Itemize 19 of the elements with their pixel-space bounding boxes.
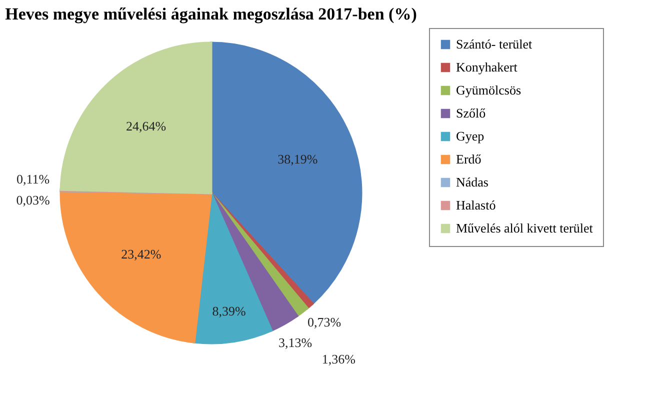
data-label: 0,73% — [308, 314, 342, 330]
legend-label: Nádas — [456, 174, 488, 190]
chart-title: Heves megye művelési ágainak megoszlása 2017-ben (%) — [5, 4, 417, 24]
legend-label: Erdő — [456, 152, 482, 166]
legend-label: Szőlő — [456, 106, 486, 120]
legend-label: Szántó- terület — [456, 36, 533, 52]
legend-label: Gyümölcsös — [456, 82, 521, 98]
data-label: 8,39% — [212, 304, 246, 319]
data-label: 0,11% — [16, 172, 50, 187]
data-label: 38,19% — [278, 151, 318, 166]
legend-label: Konyhakert — [456, 60, 518, 74]
data-label: 0,03% — [16, 192, 50, 208]
data-label: 3,13% — [278, 334, 312, 350]
legend-label: Művelés alól kivett terület — [456, 220, 594, 236]
data-label: 24,64% — [126, 118, 166, 134]
data-label: 1,36% — [322, 352, 356, 367]
data-label: 23,42% — [121, 246, 162, 262]
legend-label: Gyep — [456, 128, 484, 144]
legend-label: Halastó — [456, 198, 496, 212]
